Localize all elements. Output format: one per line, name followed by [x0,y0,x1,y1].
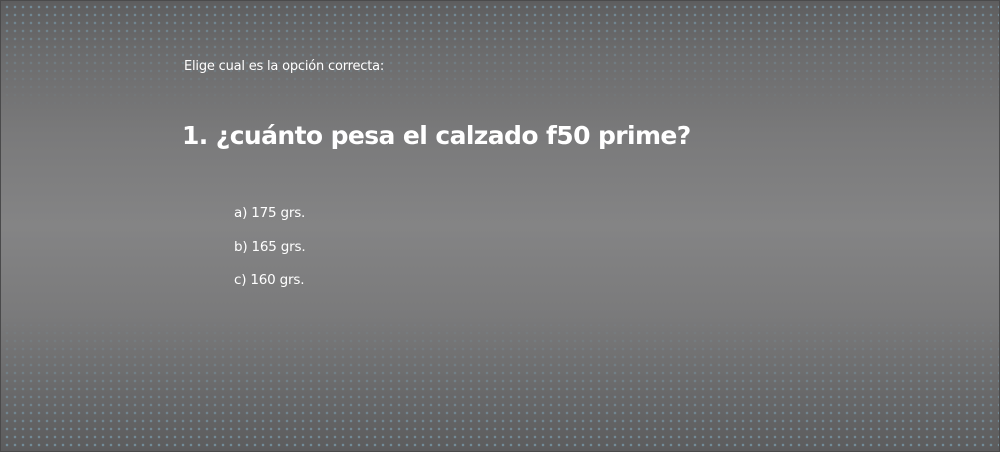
answer-options: a) 175 grs. b) 165 grs. c) 160 grs. [234,205,306,306]
dot-pattern-bottom [1,311,999,451]
answer-option-c[interactable]: c) 160 grs. [234,272,305,288]
quiz-instruction: Elige cual es la opción correcta: [184,59,385,74]
answer-option-b[interactable]: b) 165 grs. [234,239,306,255]
answer-option-a[interactable]: a) 175 grs. [234,205,306,221]
dot-pattern-top [1,1,999,111]
question-title: 1. ¿cuánto pesa el calzado f50 prime? [182,121,691,150]
